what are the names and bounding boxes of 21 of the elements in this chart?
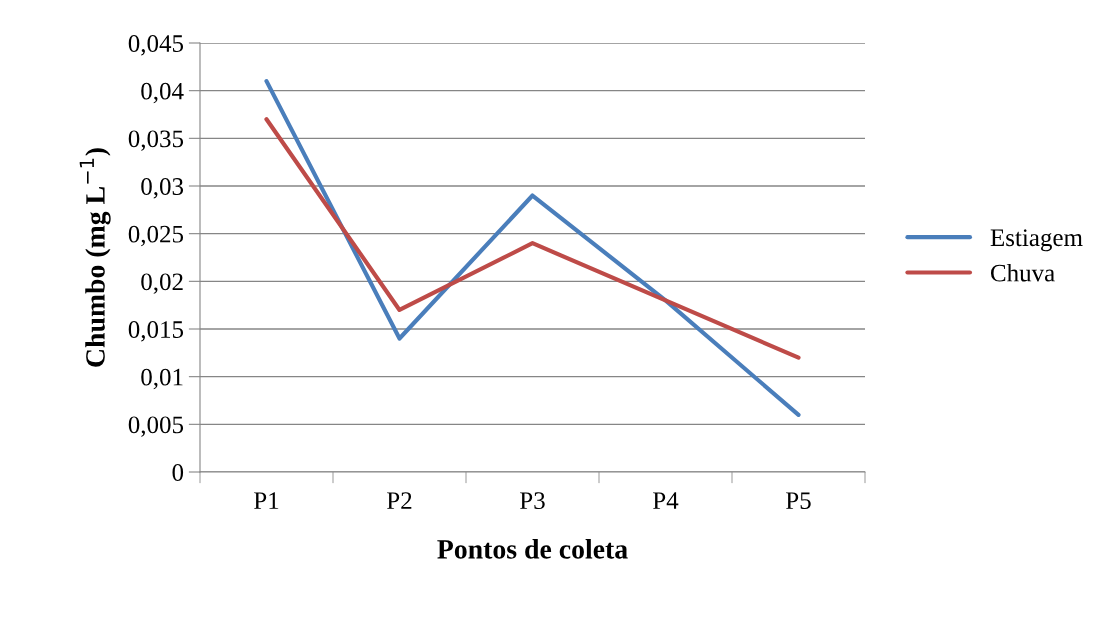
x-tick-label: P5 [786, 492, 811, 510]
y-axis-title: Chumbo (mg L$^{−1}$) [79, 148, 111, 367]
x-axis-title: Pontos de coleta [437, 539, 628, 559]
y-tick-label: 0,045 [128, 35, 184, 56]
y-tick-label: 0,015 [128, 321, 184, 342]
legend-label: Estiagem [990, 229, 1083, 252]
y-tick-label: 0,005 [128, 416, 184, 437]
y-tick-label: 0,01 [141, 368, 183, 390]
line-series [264, 117, 801, 360]
x-tick-label: P3 [520, 492, 545, 510]
x-tick-label: P1 [254, 492, 279, 509]
y-tick-label: 0,02 [141, 273, 183, 294]
y-tick-label: 0,03 [141, 178, 184, 199]
line-series [264, 79, 801, 417]
x-tick-label: P2 [387, 492, 412, 509]
y-tick-label: 0,025 [128, 225, 184, 247]
y-tick-label: 0 [172, 464, 184, 481]
y-tick-label: 0,04 [141, 82, 184, 104]
x-tick-label: P4 [653, 492, 679, 509]
y-tick-label: 0,035 [128, 130, 184, 151]
legend-label: Chuva [990, 263, 1055, 282]
